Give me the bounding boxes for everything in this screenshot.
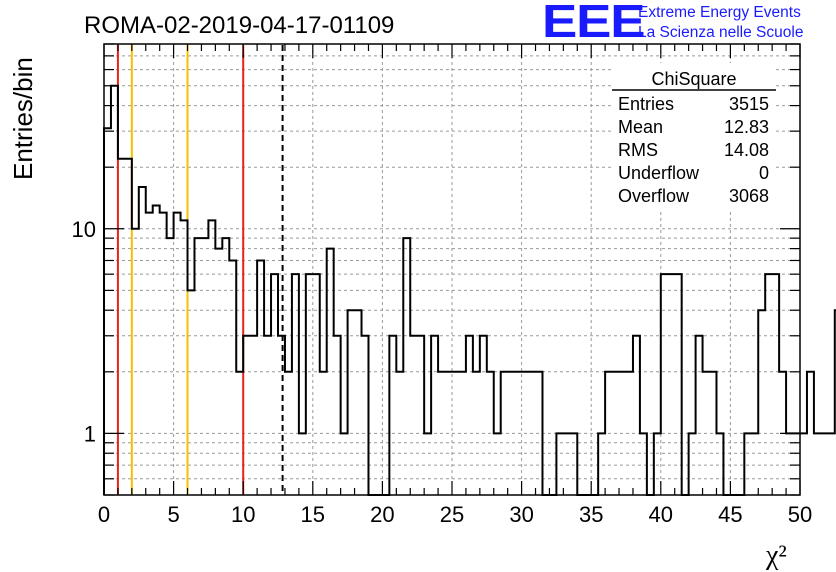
stats-label: RMS	[618, 140, 658, 160]
eee-logo: EEE Extreme Energy Events La Scienza nel…	[542, 0, 832, 47]
x-axis-label: χ²	[765, 540, 787, 571]
y-axis-label: Entries/bin	[8, 57, 38, 180]
y-tick-label: 10	[72, 217, 96, 242]
y-tick-labels: 1 10	[72, 217, 96, 447]
stats-label: Entries	[618, 94, 674, 114]
y-tick-label: 1	[84, 421, 96, 446]
stats-value: 0	[759, 163, 769, 183]
eee-logo-mark: EEE	[542, 0, 646, 47]
stats-value: 3515	[729, 94, 769, 114]
x-tick-label: 0	[98, 502, 110, 527]
x-tick-label: 25	[440, 502, 464, 527]
stats-value: 12.83	[724, 117, 769, 137]
x-tick-labels: 0 5 10 15 20 25 30 35 40 45 50	[98, 502, 812, 527]
x-tick-label: 5	[167, 502, 179, 527]
x-tick-label: 10	[231, 502, 255, 527]
stats-value: 3068	[729, 186, 769, 206]
stats-value: 14.08	[724, 140, 769, 160]
x-tick-label: 35	[579, 502, 603, 527]
x-tick-label: 50	[788, 502, 812, 527]
stats-box: ChiSquare Entries 3515 Mean 12.83 RMS 14.08 Un…	[612, 63, 776, 211]
stats-label: Underflow	[618, 163, 700, 183]
histogram-line	[103, 84, 836, 496]
chart-title: ROMA-02-2019-04-17-01109	[84, 12, 394, 39]
x-tick-label: 40	[649, 502, 673, 527]
x-tick-label: 45	[718, 502, 742, 527]
axis-ticks	[103, 43, 801, 496]
logo-line2: La Scienza nelle Scuole	[638, 24, 804, 41]
stats-label: Overflow	[618, 186, 690, 206]
x-tick-label: 30	[509, 502, 533, 527]
x-tick-label: 15	[301, 502, 325, 527]
x-tick-label: 20	[370, 502, 394, 527]
stats-label: Mean	[618, 117, 663, 137]
logo-line1: Extreme Energy Events	[638, 4, 801, 21]
stats-title: ChiSquare	[651, 69, 736, 89]
